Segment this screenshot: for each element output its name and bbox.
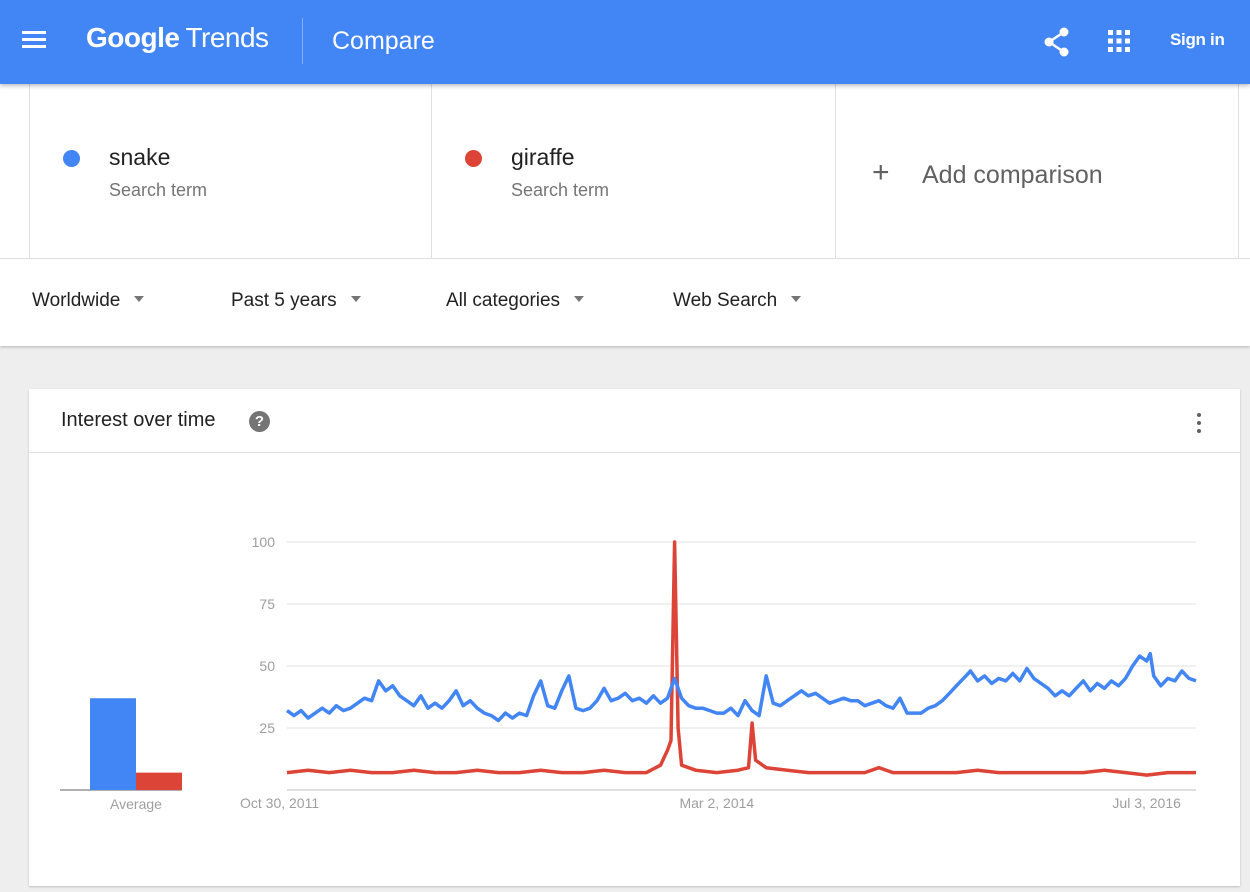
term-type: Search term — [109, 180, 208, 200]
share-icon[interactable] — [1042, 26, 1072, 58]
y-tick-label: 75 — [259, 596, 275, 612]
sign-in-button[interactable]: Sign in — [1170, 30, 1225, 49]
term-color-dot — [63, 150, 80, 167]
average-label: Average — [110, 796, 162, 812]
brand-trends: Trends — [185, 22, 269, 53]
google-trends-logo[interactable]: Google Trends — [86, 22, 269, 54]
chevron-down-icon — [791, 295, 802, 302]
top-app-bar: Google Trends Compare Sign in — [0, 0, 1250, 84]
interest-chart: 25 50 75 100 Oct 30, 2011 Mar 2, 2014 Jul 3, 2… — [60, 534, 1197, 812]
divider — [0, 258, 1250, 259]
add-comparison-button[interactable]: + Add comparison — [836, 84, 1239, 258]
chevron-down-icon — [134, 295, 145, 302]
add-comparison-label: Add comparison — [922, 161, 1103, 189]
card-title: Interest over time — [61, 409, 216, 431]
term-name: snake — [109, 144, 171, 170]
term-name: giraffe — [511, 144, 575, 170]
filter-label: Web Search — [673, 290, 778, 311]
term-card-snake[interactable]: snake Search term — [29, 84, 432, 258]
help-icon[interactable]: ? — [249, 411, 270, 432]
page-title: Compare — [332, 27, 435, 55]
x-tick-label: Oct 30, 2011 — [240, 795, 319, 811]
filter-category[interactable]: All categories — [446, 290, 585, 312]
y-tick-label: 50 — [259, 658, 275, 674]
x-tick-label: Jul 3, 2016 — [1112, 795, 1181, 811]
filter-time-range[interactable]: Past 5 years — [231, 290, 361, 312]
average-bar-snake — [90, 698, 136, 790]
filter-location[interactable]: Worldwide — [32, 290, 145, 312]
header-divider — [302, 18, 303, 64]
more-options-icon[interactable] — [1189, 411, 1209, 435]
series-line-giraffe — [286, 540, 1196, 777]
filter-label: All categories — [446, 290, 561, 311]
filter-search-type[interactable]: Web Search — [673, 290, 802, 312]
term-type: Search term — [511, 180, 610, 200]
chevron-down-icon — [574, 295, 585, 302]
comparison-panel: snake Search term giraffe Search term + … — [0, 84, 1250, 346]
filter-label: Worldwide — [32, 290, 121, 311]
term-color-dot — [465, 150, 482, 167]
brand-google: Google — [86, 22, 180, 53]
plus-icon: + — [872, 156, 890, 189]
average-bar-giraffe — [136, 772, 182, 790]
x-tick-label: Mar 2, 2014 — [679, 795, 754, 811]
interest-over-time-card: Interest over time ? 25 50 75 100 Oct 30, 20… — [29, 389, 1240, 886]
series-line-snake — [285, 651, 1197, 723]
y-tick-label: 25 — [259, 720, 275, 736]
apps-grid-icon[interactable] — [1107, 29, 1131, 53]
filter-label: Past 5 years — [231, 290, 337, 311]
chevron-down-icon — [350, 295, 361, 302]
term-card-giraffe[interactable]: giraffe Search term — [432, 84, 836, 258]
card-header: Interest over time ? — [29, 389, 1240, 453]
y-tick-label: 100 — [252, 534, 276, 550]
menu-icon[interactable] — [22, 29, 48, 51]
